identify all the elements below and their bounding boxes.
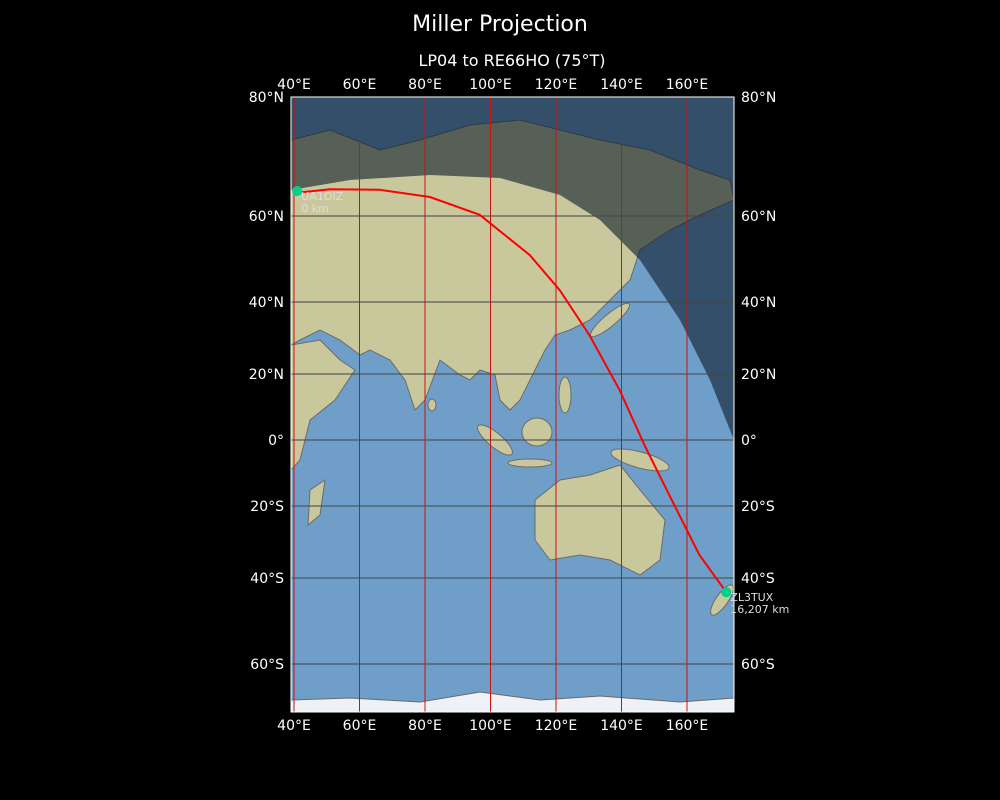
- lat-tick-label-right: 20°N: [741, 367, 776, 383]
- lon-tick-label-top: 120°E: [535, 77, 578, 93]
- graticule: [291, 97, 734, 712]
- map-frame: [290, 96, 735, 713]
- station-distance: 0 km: [301, 202, 329, 215]
- lat-tick-label-left: 40°S: [250, 571, 284, 587]
- borneo: [521, 417, 553, 447]
- tick-labels: 40°E 40°E 60°E 60°E 80°E 80°E 100°E 100°E 120°E 1…: [249, 77, 777, 734]
- lon-tick-label-bottom: 100°E: [469, 718, 512, 734]
- great-circle-path: [296, 188, 728, 593]
- map-title: Miller Projection: [412, 12, 588, 37]
- lon-tick-label-bottom: 120°E: [535, 718, 578, 734]
- lon-tick-label-bottom: 80°E: [408, 718, 442, 734]
- lon-tick-label-top: 60°E: [343, 77, 377, 93]
- lon-tick-label-bottom: 160°E: [666, 718, 709, 734]
- lon-tick-label-bottom: 140°E: [600, 718, 643, 734]
- lat-tick-label-left: 60°S: [250, 657, 284, 673]
- lon-tick-label-bottom: 60°E: [343, 718, 377, 734]
- night-shading: [291, 97, 734, 440]
- lat-tick-label-left: 60°N: [249, 209, 284, 225]
- station-marker[interactable]: [721, 587, 732, 598]
- lon-tick-label-top: 140°E: [600, 77, 643, 93]
- antarctica: [291, 691, 734, 712]
- station-marker[interactable]: [292, 186, 303, 197]
- lon-tick-label-top: 100°E: [469, 77, 512, 93]
- lon-tick-label-top: 40°E: [277, 77, 311, 93]
- lat-tick-label-left: 20°S: [250, 499, 284, 515]
- lat-tick-label-right: 40°S: [741, 571, 775, 587]
- stations: [292, 186, 732, 598]
- lon-tick-label-top: 80°E: [408, 77, 442, 93]
- java: [507, 458, 553, 468]
- lon-tick-label-bottom: 40°E: [277, 718, 311, 734]
- station-callsign: ZL3TUX: [730, 591, 773, 604]
- lat-tick-label-left: 80°N: [249, 90, 284, 106]
- station-callsign: UA1OIZ: [301, 190, 343, 203]
- philippines: [558, 376, 572, 414]
- lat-tick-label-left: 40°N: [249, 295, 284, 311]
- sri-lanka: [427, 398, 437, 412]
- station-distance: 16,207 km: [730, 603, 789, 616]
- lat-tick-label-right: 0°: [741, 433, 757, 449]
- lat-tick-label-right: 20°S: [741, 499, 775, 515]
- lat-tick-label-left: 0°: [268, 433, 284, 449]
- australia: [534, 464, 666, 576]
- lat-tick-label-left: 20°N: [249, 367, 284, 383]
- lat-tick-label-right: 60°N: [741, 209, 776, 225]
- madagascar: [307, 478, 326, 527]
- map-subtitle: LP04 to RE66HO (75°T): [418, 51, 606, 70]
- lat-tick-label-right: 40°N: [741, 295, 776, 311]
- lat-tick-label-right: 80°N: [741, 90, 776, 106]
- lat-tick-label-right: 60°S: [741, 657, 775, 673]
- lon-tick-label-top: 160°E: [666, 77, 709, 93]
